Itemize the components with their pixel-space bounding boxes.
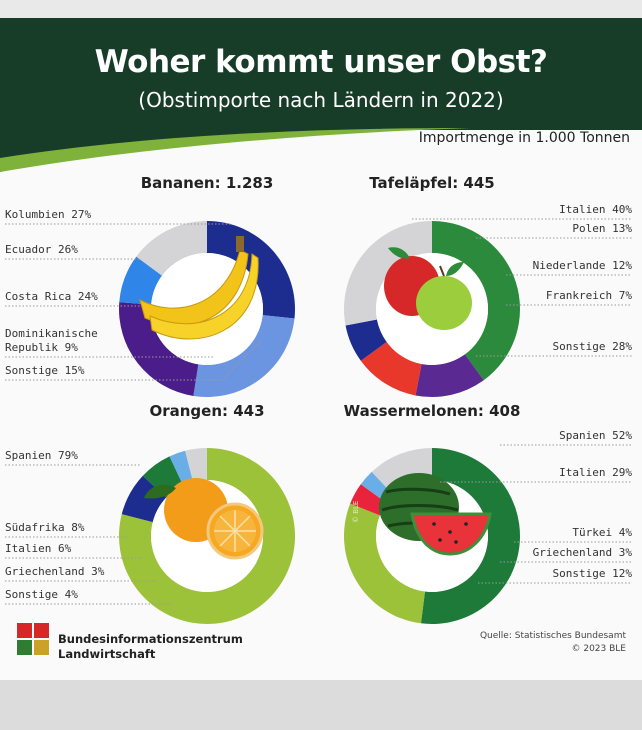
apple-illustration: [384, 247, 472, 330]
organization-name: Bundesinformationszentrum Landwirtschaft: [58, 632, 243, 662]
slice-0-4: [136, 221, 207, 276]
chart-title-wassermelonen: Wassermelonen: 408: [344, 402, 521, 420]
label-melonen-spanien: Spanien 52%: [559, 429, 632, 442]
label-melonen-italien: Italien 29%: [559, 466, 632, 479]
label-bananen-dom-rep-line1: Dominikanische: [5, 327, 98, 340]
slice-2-4: [185, 448, 207, 482]
watermark: © BLE: [352, 501, 360, 523]
label-melonen-sonstige: Sonstige 12%: [553, 567, 633, 580]
chart-title-tafelaepfel: Tafeläpfel: 445: [369, 174, 495, 192]
label-bananen-sonstige: Sonstige 15%: [5, 364, 85, 377]
leader-bananen-sonstige: [5, 339, 263, 381]
label-orangen-italien: Italien 6%: [5, 542, 72, 555]
label-aepfel-italien: Italien 40%: [559, 203, 632, 216]
label-bananen-dom-rep-line2: Republik 9%: [5, 341, 78, 354]
infographic-poster: Woher kommt unser Obst? (Obstimporte nac…: [0, 18, 642, 680]
label-aepfel-niederlande: Niederlande 12%: [533, 259, 633, 272]
chart-title-orangen: Orangen: 443: [149, 402, 264, 420]
label-bananen-kolumbien: Kolumbien 27%: [5, 208, 91, 221]
org-name-line2: Landwirtschaft: [58, 647, 156, 661]
slice-0-1: [193, 315, 295, 397]
label-orangen-spanien: Spanien 79%: [5, 449, 78, 462]
label-orangen-suedafrika: Südafrika 8%: [5, 521, 85, 534]
header-banner: [0, 18, 642, 130]
chart-title-bananen: Bananen: 1.283: [141, 174, 274, 192]
slice-0-3: [119, 256, 163, 305]
org-name-line1: Bundesinformationszentrum: [58, 632, 243, 646]
page-title: Woher kommt unser Obst?: [94, 44, 548, 80]
ble-logo-icon: [16, 622, 50, 656]
label-aepfel-frankreich: Frankreich 7%: [546, 289, 632, 302]
label-aepfel-sonstige: Sonstige 28%: [553, 340, 633, 353]
slice-1-1: [415, 354, 484, 397]
label-melonen-griechenland: Griechenland 3%: [533, 546, 633, 559]
slice-2-3: [169, 450, 194, 486]
label-melonen-tuerkei: Türkei 4%: [572, 526, 632, 539]
slice-3-2: [350, 484, 387, 516]
copyright-text: © 2023 BLE: [571, 644, 626, 654]
slice-1-3: [345, 319, 387, 361]
source-note: Quelle: Statistisches Bundesamt © 2023 B…: [480, 630, 626, 656]
slice-2-0: [118, 448, 295, 624]
source-text: Quelle: Statistisches Bundesamt: [479, 631, 626, 641]
slice-3-4: [371, 448, 432, 496]
watermelon-illustration: [379, 473, 492, 556]
label-orangen-sonstige: Sonstige 4%: [5, 588, 78, 601]
chart-orangen: Orangen: 443 Spanien 79% Südafrika 8% It…: [5, 402, 295, 624]
orange-illustration: [144, 478, 264, 560]
slice-1-0: [432, 221, 520, 381]
label-bananen-ecuador: Ecuador 26%: [5, 243, 78, 256]
slice-3-1: [343, 503, 425, 624]
chart-tafelaepfel: Tafeläpfel: 445 Italien 40% Polen 13% Ni…: [344, 174, 632, 397]
label-bananen-costa-rica: Costa Rica 24%: [5, 290, 98, 303]
slice-0-2: [118, 302, 199, 396]
label-orangen-griechenland: Griechenland 3%: [5, 565, 105, 578]
chart-wassermelonen: Wassermelonen: 408 © BLE Spanien 52% Ita…: [343, 402, 633, 624]
header-swoosh: [0, 114, 642, 172]
banana-stem: [236, 236, 244, 252]
slice-3-0: [420, 448, 521, 624]
chart-bananen: Bananen: 1.283 Kolumbien 27% Ecuador 26%…: [5, 174, 295, 397]
slice-1-2: [360, 341, 422, 396]
page-subtitle: (Obstimporte nach Ländern in 2022): [138, 88, 504, 112]
charts-canvas: Bananen: 1.283 Kolumbien 27% Ecuador 26%…: [5, 174, 633, 624]
label-aepfel-polen: Polen 13%: [572, 222, 632, 235]
bottom-frame: [0, 680, 642, 730]
unit-note: Importmenge in 1.000 Tonnen: [418, 130, 630, 146]
banana-illustration: [139, 236, 259, 340]
